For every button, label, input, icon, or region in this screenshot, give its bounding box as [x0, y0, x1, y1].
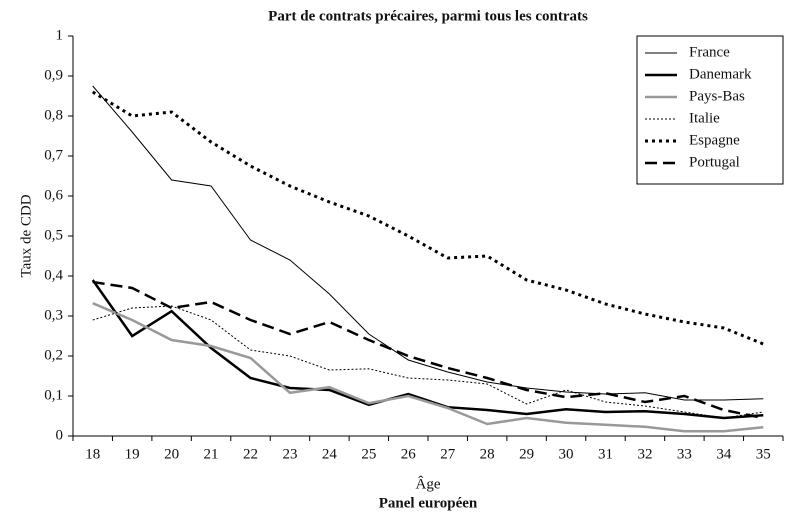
y-tick-label: 0,1 [44, 387, 63, 403]
legend-label: Espagne [689, 132, 740, 148]
x-tick-label: 34 [716, 446, 732, 462]
legend-box [636, 35, 784, 185]
legend-label: Italie [689, 110, 720, 126]
legend-label: Portugal [689, 154, 740, 170]
x-tick-label: 32 [637, 446, 652, 462]
x-tick-label: 30 [559, 446, 574, 462]
x-tick-label: 26 [401, 446, 417, 462]
x-tick-label: 28 [480, 446, 495, 462]
x-tick-label: 29 [519, 446, 534, 462]
y-tick-label: 0,3 [44, 307, 63, 323]
y-tick-label: 1 [56, 27, 64, 43]
series-line [92, 305, 764, 419]
legend-label: Pays-Bas [689, 88, 745, 104]
chart-title: Part de contrats précaires, parmi tous l… [268, 8, 588, 24]
subtitle: Panel européen [379, 495, 478, 511]
x-tick-label: 19 [125, 446, 140, 462]
series-line [92, 302, 764, 433]
x-tick-label: 25 [361, 446, 376, 462]
x-tick-label: 22 [243, 446, 258, 462]
x-tick-label: 24 [322, 446, 338, 462]
x-tick-label: 31 [598, 446, 613, 462]
legend-label: France [689, 44, 730, 60]
y-tick-label: 0,7 [44, 147, 63, 163]
series-line [92, 85, 764, 401]
y-axis-label: Taux de CDD [18, 194, 34, 277]
y-tick-label: 0,2 [44, 347, 63, 363]
x-tick-label: 21 [204, 446, 219, 462]
x-tick-label: 20 [164, 446, 179, 462]
y-tick-label: 0,5 [44, 227, 63, 243]
series-line [92, 280, 764, 420]
y-tick-label: 0,8 [44, 107, 63, 123]
x-tick-label: 33 [677, 446, 692, 462]
y-tick-label: 0,9 [44, 67, 63, 83]
series-line [91, 90, 764, 346]
x-axis-label: Âge [416, 475, 441, 492]
x-tick-label: 35 [756, 446, 771, 462]
x-tick-label: 23 [282, 446, 297, 462]
y-tick-label: 0,6 [44, 187, 63, 203]
series-line [91, 279, 764, 420]
y-tick-label: 0,4 [44, 267, 63, 283]
x-tick-label: 18 [85, 446, 100, 462]
y-tick-label: 0 [56, 427, 64, 443]
x-tick-label: 27 [440, 446, 456, 462]
legend-label: Danemark [689, 66, 752, 82]
